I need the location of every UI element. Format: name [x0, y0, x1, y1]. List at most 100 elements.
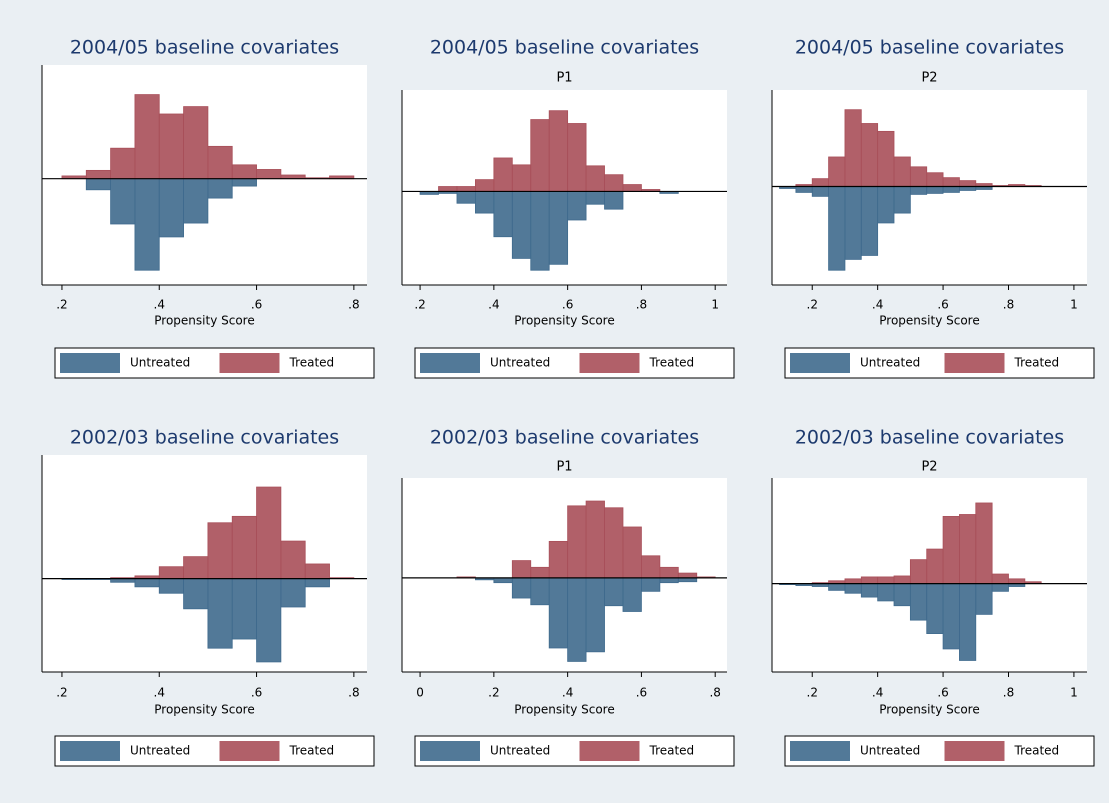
- legend-swatch: [60, 353, 120, 373]
- bar: [975, 583, 993, 615]
- bar: [877, 186, 895, 224]
- x-tick-label: .6: [562, 298, 573, 312]
- bar: [828, 583, 846, 591]
- bar: [811, 186, 829, 197]
- bar: [828, 186, 846, 271]
- bar: [183, 556, 209, 580]
- chart-subtitle: P2: [921, 460, 937, 475]
- bar: [134, 578, 160, 588]
- bar: [511, 164, 532, 192]
- legend-label: Untreated: [860, 356, 920, 370]
- x-tick-label: .8: [348, 298, 359, 312]
- bar: [926, 583, 944, 634]
- x-tick-label: .6: [937, 686, 948, 700]
- x-tick-label: .2: [488, 686, 499, 700]
- x-axis-label: Propensity Score: [879, 703, 979, 717]
- x-tick-label: 1: [1070, 686, 1078, 700]
- bar: [893, 156, 911, 187]
- bar: [991, 573, 1009, 585]
- x-tick-label: .6: [636, 686, 647, 700]
- bar: [604, 191, 624, 210]
- bar: [530, 577, 550, 606]
- bar: [231, 515, 257, 580]
- bar: [585, 577, 605, 653]
- bar: [959, 180, 977, 187]
- legend-label: Treated: [649, 356, 695, 370]
- x-tick-label: 1: [1070, 298, 1078, 312]
- bar: [659, 577, 679, 584]
- x-tick-label: .4: [154, 298, 165, 312]
- bar: [860, 583, 879, 598]
- bar: [1008, 578, 1026, 585]
- bar: [456, 186, 476, 192]
- bar: [207, 522, 233, 580]
- bar: [926, 172, 944, 187]
- bar: [991, 583, 1009, 592]
- bar: [231, 164, 257, 180]
- bar: [548, 540, 569, 579]
- bar: [844, 109, 862, 187]
- bar: [304, 563, 330, 580]
- legend-label: Untreated: [490, 744, 550, 758]
- bar: [975, 502, 993, 585]
- bar: [134, 178, 160, 271]
- bar: [567, 191, 587, 221]
- bar: [493, 157, 513, 192]
- bar: [530, 191, 550, 271]
- chart-subtitle: P1: [556, 71, 572, 86]
- bar: [942, 186, 960, 193]
- bar: [280, 578, 306, 608]
- bar: [567, 577, 587, 662]
- bar: [158, 178, 184, 238]
- bar: [280, 540, 306, 580]
- x-tick-label: 0: [416, 686, 424, 700]
- bar: [893, 575, 911, 585]
- x-tick-label: .6: [251, 686, 262, 700]
- x-tick-label: .8: [1003, 686, 1014, 700]
- legend-label: Treated: [649, 744, 695, 758]
- chart-title: 2004/05 baseline covariates: [430, 37, 699, 59]
- bar: [677, 572, 698, 579]
- x-tick-label: .4: [562, 686, 573, 700]
- x-tick-label: .4: [872, 298, 883, 312]
- bar: [811, 178, 829, 187]
- legend-label: Untreated: [490, 356, 550, 370]
- bar: [475, 179, 495, 192]
- x-axis-label: Propensity Score: [154, 314, 254, 328]
- bar: [622, 526, 642, 579]
- bar: [828, 156, 846, 187]
- bar: [942, 177, 960, 187]
- bar: [110, 178, 136, 225]
- x-tick-label: .4: [872, 686, 883, 700]
- chart-title: 2002/03 baseline covariates: [70, 427, 339, 449]
- legend-label: Treated: [289, 744, 335, 758]
- bar: [604, 577, 624, 607]
- bar: [844, 583, 862, 594]
- bar: [877, 576, 895, 585]
- bar: [493, 577, 513, 584]
- bar: [622, 184, 642, 192]
- x-tick-label: .8: [709, 686, 720, 700]
- bar: [641, 555, 661, 579]
- legend-swatch: [944, 741, 1005, 761]
- legend-swatch: [420, 741, 480, 761]
- x-tick-label: .8: [636, 298, 647, 312]
- x-tick-label: .2: [56, 298, 67, 312]
- bar: [85, 178, 112, 191]
- bar: [183, 578, 209, 610]
- bar: [844, 578, 862, 585]
- x-tick-label: .2: [56, 686, 67, 700]
- x-axis-label: Propensity Score: [879, 314, 979, 328]
- bar: [909, 166, 928, 187]
- bar: [207, 178, 233, 199]
- bar: [548, 577, 569, 649]
- legend-label: Untreated: [130, 744, 190, 758]
- bar: [256, 169, 282, 180]
- legend-label: Treated: [289, 356, 335, 370]
- bar: [134, 94, 160, 180]
- bar: [567, 123, 587, 192]
- legend-swatch: [790, 353, 850, 373]
- bar: [926, 186, 944, 194]
- bar: [158, 578, 184, 594]
